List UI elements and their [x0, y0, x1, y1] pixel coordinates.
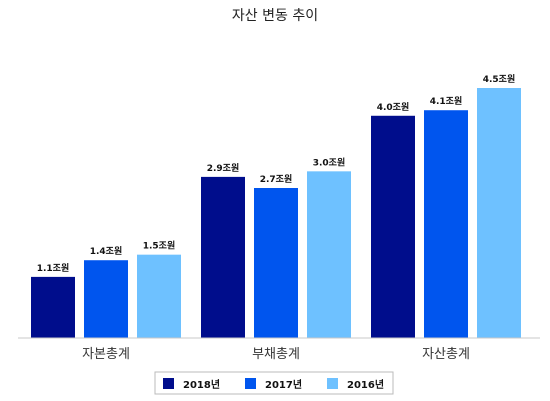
- category-labels-group: 자본총계 부채총계 자산총계: [82, 347, 470, 362]
- category-label: 자본총계: [82, 347, 130, 362]
- value-label: 4.0조원: [377, 101, 410, 113]
- bar-2018년-자산총계: [371, 115, 415, 339]
- bar-2016년-자산총계: [477, 88, 521, 338]
- legend-swatch: [327, 378, 338, 389]
- bars-group: [31, 88, 521, 339]
- bar-2017년-자본총계: [84, 260, 128, 338]
- value-label: 2.7조원: [260, 173, 293, 185]
- value-label: 4.5조원: [483, 73, 516, 85]
- bar-2018년-부채총계: [201, 176, 245, 338]
- value-label: 1.1조원: [37, 262, 70, 274]
- legend-label: 2018년: [183, 378, 220, 391]
- value-labels-group: 1.1조원 1.4조원 1.5조원 2.9조원 2.7조원 3.0조원 4.0조원 4.1조원…: [37, 73, 516, 274]
- legend-swatch: [245, 378, 256, 389]
- bar-2016년-자본총계: [137, 254, 181, 338]
- value-label: 2.9조원: [207, 162, 240, 174]
- chart-title: 자산 변동 추이: [232, 8, 318, 24]
- category-label: 자산총계: [422, 347, 470, 362]
- bar-2018년-자본총계: [31, 276, 75, 338]
- legend-label: 2017년: [265, 378, 302, 391]
- legend-label: 2016년: [347, 378, 384, 391]
- value-label: 1.5조원: [143, 240, 176, 252]
- bar-2017년-부채총계: [254, 188, 298, 338]
- bar-2016년-부채총계: [307, 171, 351, 338]
- value-label: 3.0조원: [313, 156, 346, 168]
- value-label: 1.4조원: [90, 245, 123, 257]
- category-label: 부채총계: [252, 347, 300, 362]
- bar-2017년-자산총계: [424, 110, 468, 338]
- legend-swatch: [163, 378, 174, 389]
- value-label: 4.1조원: [430, 95, 463, 107]
- legend: 2018년 2017년 2016년: [154, 371, 394, 395]
